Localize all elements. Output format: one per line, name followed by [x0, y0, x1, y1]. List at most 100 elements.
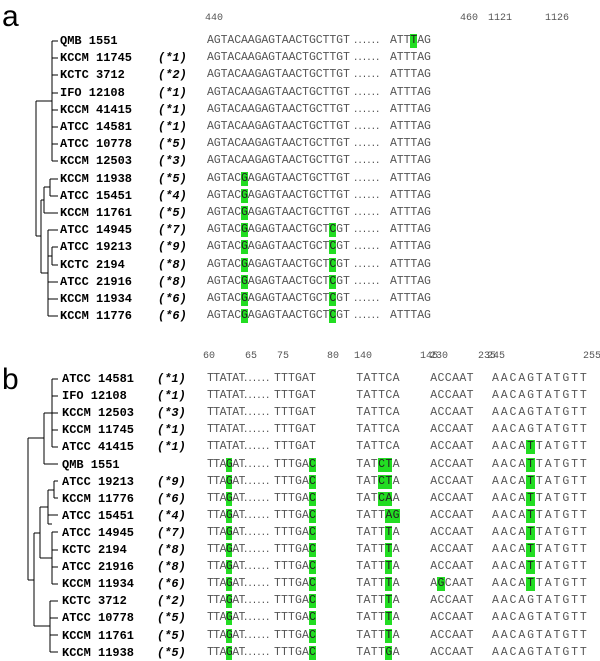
base: T [274, 68, 282, 82]
base: T [396, 51, 404, 65]
base: A [232, 440, 240, 454]
base: T [220, 309, 228, 323]
base: T [342, 292, 350, 305]
base: G [295, 389, 302, 403]
base: C [444, 645, 452, 659]
base: G [423, 292, 431, 305]
base: G [336, 240, 344, 254]
sequence-gap: ...... [243, 493, 270, 504]
base: T [281, 508, 288, 522]
base: G [268, 188, 276, 202]
base: T [274, 594, 281, 608]
base: A [518, 560, 526, 574]
base: T [342, 257, 350, 271]
base: A [452, 440, 459, 454]
base: T [466, 372, 474, 385]
strain-name: ATCC 19213 [62, 474, 135, 489]
base: A [518, 372, 526, 385]
base: T [396, 240, 404, 254]
base: A [302, 474, 309, 488]
base: A [417, 223, 425, 237]
position-label: 1126 [545, 13, 570, 24]
sequence: TATTCA [356, 440, 400, 454]
sequence: AGTACGAGAGTAACTGCTTGT [207, 171, 350, 186]
base: A [247, 137, 255, 151]
base: A [544, 372, 552, 385]
strain-group: (*6) [158, 292, 187, 306]
base: C [295, 223, 303, 237]
base: G [336, 223, 344, 237]
base: A [452, 508, 459, 522]
base: T [207, 474, 214, 488]
sequence: TTATAT [207, 423, 245, 437]
base: G [336, 309, 344, 323]
strain-name: KCCM 11938 [62, 645, 135, 660]
base: G [308, 309, 316, 323]
base: T [342, 120, 350, 133]
base: G [527, 372, 535, 385]
base: T [281, 560, 288, 574]
base: T [579, 628, 587, 642]
sequence: ACCAAT [430, 611, 474, 625]
base: G [562, 543, 570, 556]
base: T [579, 525, 587, 539]
sequence: ATTTAG [390, 172, 431, 186]
base: T [535, 628, 543, 642]
base: T [385, 474, 393, 489]
base: T [370, 474, 378, 488]
sequence: ATTTAG [390, 137, 431, 151]
base: A [544, 423, 552, 437]
base: T [403, 137, 411, 151]
sequence: ACCAAT [430, 543, 474, 557]
base: A [385, 508, 393, 523]
base: T [535, 577, 543, 591]
base: A [452, 474, 459, 488]
strain-group: (*8) [158, 257, 187, 272]
base: A [392, 560, 400, 574]
base: A [430, 491, 438, 505]
base: T [403, 51, 411, 65]
base: A [207, 274, 214, 288]
base: G [392, 508, 400, 523]
base: T [410, 292, 418, 305]
base: T [370, 543, 378, 556]
base: T [274, 440, 281, 454]
base: A [232, 457, 240, 471]
base: A [302, 508, 309, 522]
position-label: 1121 [488, 13, 513, 24]
base: A [544, 577, 552, 591]
base: T [213, 440, 221, 454]
base: G [308, 137, 316, 151]
base: A [459, 611, 467, 625]
base: T [220, 171, 228, 185]
base: G [336, 68, 344, 82]
base: G [240, 292, 248, 306]
base: T [535, 508, 543, 522]
base: A [500, 457, 508, 471]
base: G [562, 645, 570, 659]
base: T [274, 560, 281, 574]
base: A [544, 628, 552, 642]
base: C [509, 577, 517, 591]
base: A [544, 474, 552, 488]
sequence: ACCAAT [430, 475, 474, 489]
base: G [308, 51, 316, 65]
base: T [579, 560, 587, 574]
base: T [213, 508, 221, 522]
base: C [444, 577, 452, 591]
base: T [288, 594, 295, 608]
base: T [378, 389, 385, 403]
base: G [308, 206, 316, 219]
base: G [336, 188, 344, 202]
base: A [288, 120, 296, 133]
sequence: ACCAAT [430, 389, 474, 403]
base: A [544, 543, 552, 556]
base: A [247, 68, 255, 82]
base: T [466, 508, 474, 522]
base: T [238, 645, 246, 659]
base: A [232, 406, 240, 420]
base: A [518, 491, 526, 505]
